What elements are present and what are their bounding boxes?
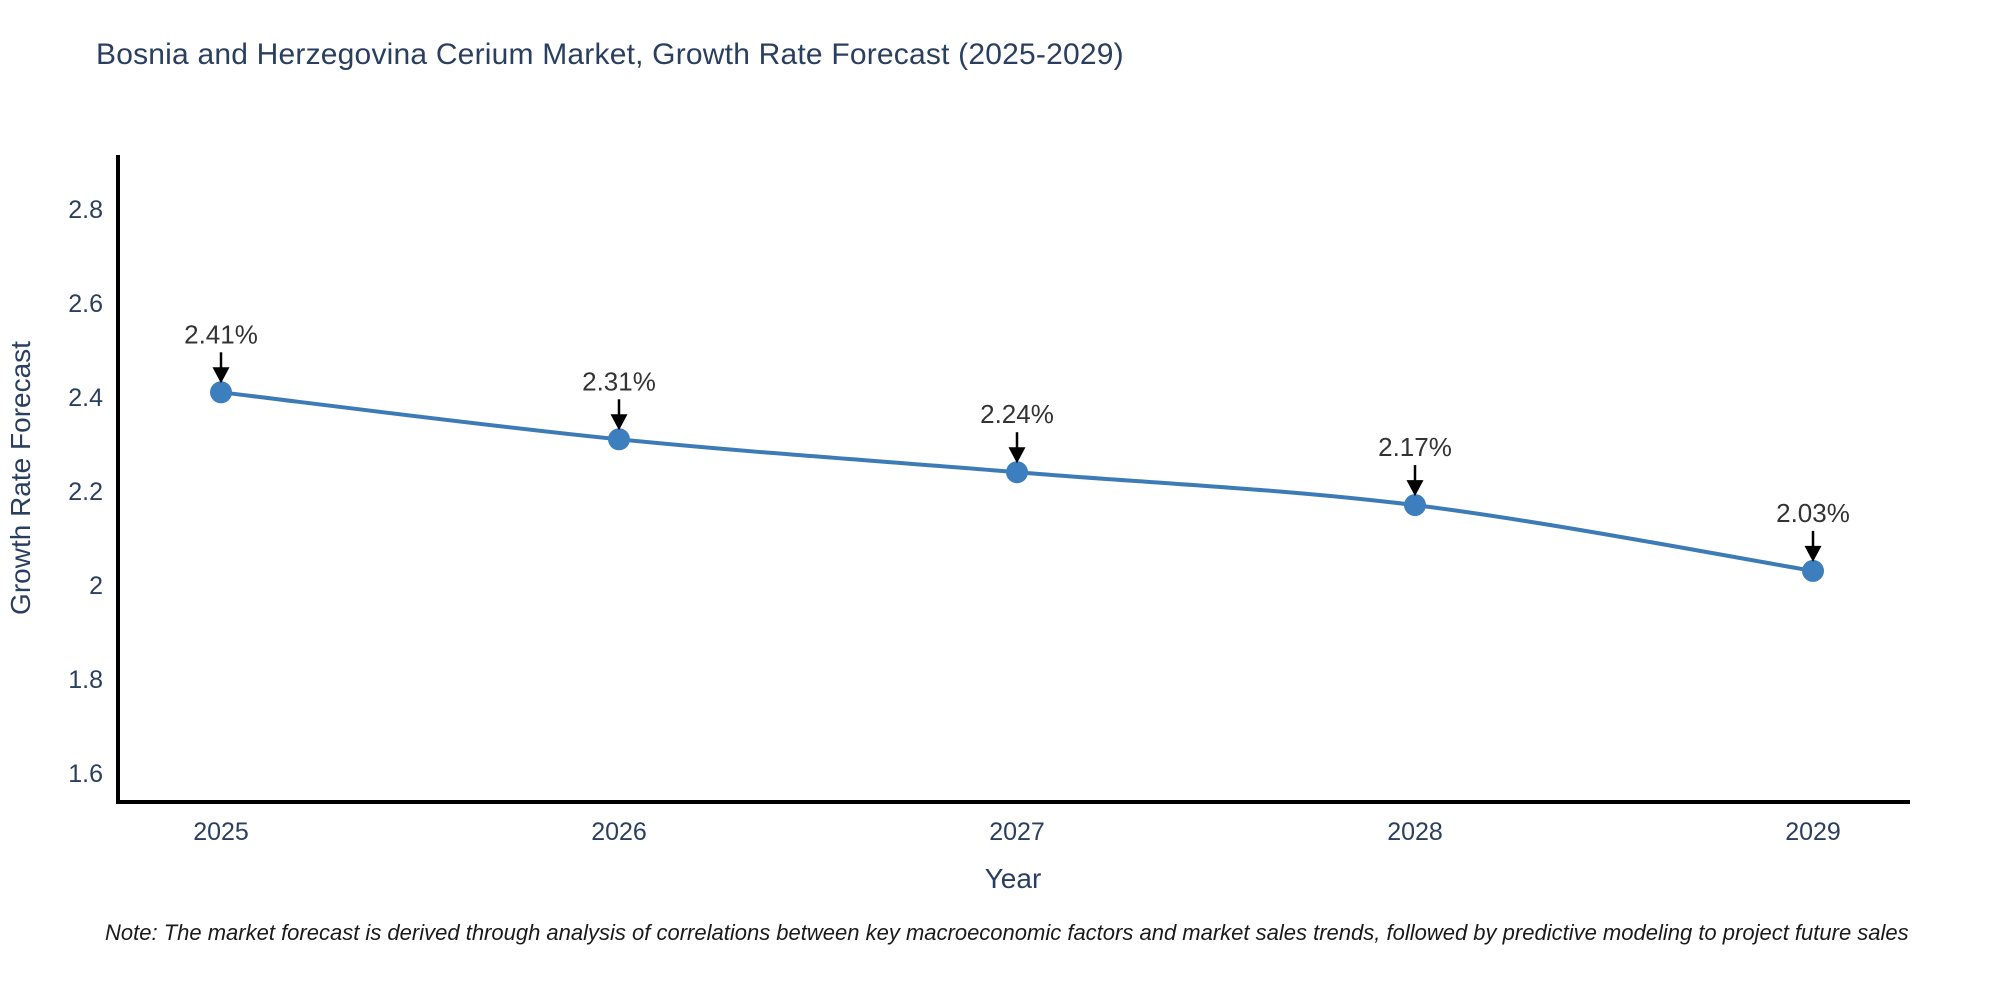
x-tick-label: 2026 [591, 818, 647, 846]
x-tick-label: 2028 [1387, 818, 1443, 846]
data-point-2026[interactable] [608, 428, 630, 451]
point-value-label: 2.17% [1378, 432, 1452, 462]
annotation-arrowhead-icon [1008, 447, 1026, 464]
y-tick-label: 1.6 [68, 760, 103, 788]
chart-title: Bosnia and Herzegovina Cerium Market, Gr… [96, 38, 1124, 71]
y-tick-label: 2.4 [68, 384, 103, 412]
y-axis-title: Growth Rate Forecast [5, 341, 36, 615]
point-value-label: 2.41% [184, 319, 258, 349]
x-tick-label: 2025 [193, 818, 249, 846]
annotations-layer: 2.41% 2.31% 2.24% 2.17% 2.03% [184, 319, 1850, 562]
point-value-label: 2.24% [980, 399, 1054, 429]
point-value-label: 2.31% [582, 366, 656, 396]
axes-layer: 2.8 2.6 2.4 2.2 2 1.8 1.6 2025 2026 2027 2028 2029 [68, 155, 1910, 846]
annotation-arrowhead-icon [1406, 480, 1424, 497]
point-value-label: 2.03% [1776, 498, 1850, 528]
y-tick-label: 2.6 [68, 290, 103, 318]
y-tick-label: 2.2 [68, 478, 103, 506]
data-point-2028[interactable] [1404, 494, 1426, 517]
data-point-2029[interactable] [1802, 559, 1824, 582]
annotation-arrowhead-icon [610, 414, 628, 431]
annotation-arrowhead-icon [1804, 545, 1822, 562]
y-tick-label: 2 [89, 572, 103, 600]
data-point-2027[interactable] [1006, 461, 1028, 484]
annotation-arrowhead-icon [212, 367, 230, 384]
y-tick-label: 1.8 [68, 666, 103, 694]
series-layer [210, 381, 1824, 582]
x-tick-label: 2027 [989, 818, 1045, 846]
footnote: Note: The market forecast is derived thr… [105, 920, 1909, 945]
x-axis-title: Year [985, 863, 1042, 894]
data-point-2025[interactable] [210, 381, 232, 404]
y-tick-label: 2.8 [68, 196, 103, 224]
x-tick-label: 2029 [1785, 818, 1841, 846]
